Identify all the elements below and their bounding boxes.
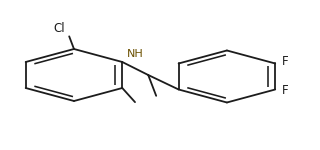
Text: F: F (282, 55, 288, 68)
Text: Cl: Cl (54, 22, 66, 35)
Text: F: F (282, 84, 288, 97)
Text: NH: NH (127, 49, 144, 59)
